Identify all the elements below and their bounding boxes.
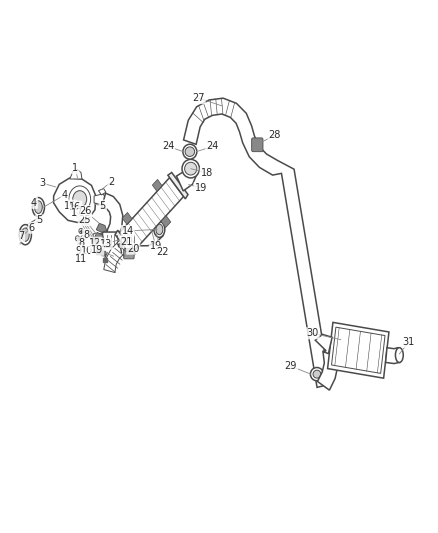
Polygon shape	[94, 194, 106, 205]
Text: 17: 17	[71, 208, 84, 219]
Text: 6: 6	[29, 223, 35, 233]
Polygon shape	[184, 98, 330, 387]
Ellipse shape	[313, 370, 321, 378]
Circle shape	[78, 243, 82, 248]
Circle shape	[75, 236, 80, 241]
Text: 5: 5	[100, 200, 106, 211]
Polygon shape	[104, 240, 127, 272]
Text: 25: 25	[79, 215, 91, 225]
Circle shape	[69, 186, 91, 213]
Ellipse shape	[154, 221, 165, 237]
Polygon shape	[140, 225, 163, 246]
Ellipse shape	[21, 228, 29, 241]
Polygon shape	[328, 322, 389, 378]
Text: 8: 8	[83, 230, 89, 240]
Polygon shape	[53, 178, 96, 222]
Ellipse shape	[185, 162, 197, 175]
Text: 4: 4	[31, 198, 37, 208]
Circle shape	[73, 191, 87, 208]
Text: 12: 12	[89, 238, 101, 248]
Ellipse shape	[185, 147, 194, 157]
Text: 24: 24	[162, 141, 174, 151]
FancyBboxPatch shape	[93, 233, 103, 245]
Polygon shape	[70, 169, 82, 179]
Text: 28: 28	[268, 130, 281, 140]
Polygon shape	[122, 213, 132, 224]
Text: 15: 15	[64, 200, 76, 211]
Polygon shape	[96, 223, 107, 232]
Text: 7: 7	[18, 231, 24, 241]
Text: 20: 20	[127, 244, 139, 254]
Text: 16: 16	[69, 201, 81, 212]
Polygon shape	[115, 230, 135, 256]
Polygon shape	[332, 327, 385, 374]
Circle shape	[79, 228, 83, 233]
Polygon shape	[102, 193, 123, 242]
Text: 10: 10	[81, 246, 93, 256]
Text: 5: 5	[36, 215, 42, 225]
Text: 3: 3	[40, 178, 46, 188]
Polygon shape	[152, 180, 162, 191]
Text: 31: 31	[403, 337, 415, 347]
Text: 19: 19	[91, 245, 103, 255]
Polygon shape	[120, 177, 184, 252]
Ellipse shape	[182, 159, 199, 178]
Text: 9: 9	[75, 246, 81, 256]
Text: 22: 22	[156, 247, 169, 257]
Ellipse shape	[183, 144, 197, 159]
Text: 26: 26	[79, 206, 91, 216]
Text: 19: 19	[194, 183, 207, 193]
Text: 8: 8	[78, 238, 84, 248]
Text: 19: 19	[150, 241, 162, 252]
Text: 13: 13	[100, 239, 112, 249]
Circle shape	[81, 236, 85, 241]
Text: 30: 30	[307, 328, 319, 338]
Ellipse shape	[311, 368, 323, 381]
Text: 2: 2	[108, 176, 115, 187]
Text: 27: 27	[192, 93, 205, 103]
Polygon shape	[177, 167, 197, 191]
Text: 21: 21	[120, 237, 133, 247]
Text: 29: 29	[285, 361, 297, 371]
Ellipse shape	[32, 198, 45, 216]
FancyBboxPatch shape	[102, 232, 139, 247]
Text: 11: 11	[75, 254, 87, 263]
Polygon shape	[94, 232, 105, 243]
Polygon shape	[99, 189, 106, 195]
Text: 4: 4	[61, 190, 67, 200]
FancyBboxPatch shape	[95, 236, 101, 243]
Polygon shape	[315, 334, 332, 354]
Ellipse shape	[396, 348, 403, 362]
Ellipse shape	[35, 201, 42, 214]
Text: 18: 18	[201, 168, 213, 178]
Text: 24: 24	[206, 141, 219, 151]
Ellipse shape	[19, 224, 32, 245]
Ellipse shape	[156, 224, 163, 235]
Polygon shape	[318, 350, 338, 390]
FancyBboxPatch shape	[252, 138, 263, 152]
Text: 1: 1	[72, 164, 78, 173]
Polygon shape	[385, 348, 399, 364]
FancyBboxPatch shape	[124, 249, 134, 259]
Polygon shape	[161, 216, 171, 228]
Text: 14: 14	[121, 226, 134, 236]
Polygon shape	[168, 173, 188, 199]
